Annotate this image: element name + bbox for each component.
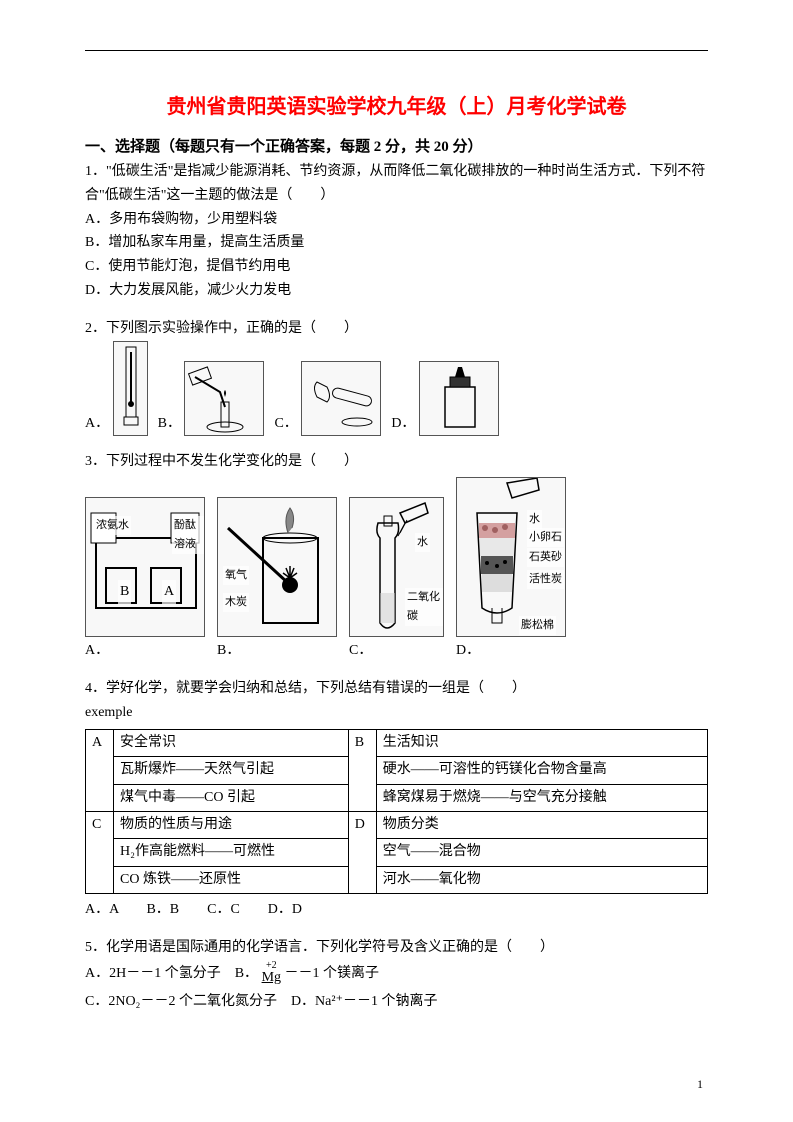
q3-image-c: 水 二氧化碳 [349, 497, 444, 637]
q2-b-label: B． [158, 416, 181, 431]
q2-a-label: A． [85, 416, 109, 431]
q4-cell-a-header: 安全常识 [114, 729, 349, 756]
q2-option-d: D． [391, 361, 499, 436]
q2-image-c [301, 361, 381, 436]
q3-option-c: C． [349, 639, 444, 663]
q5-line-cd: C．2NO₂－－2 个二氧化氮分子 D．Na²⁺－－1 个钠离子 [85, 988, 708, 1016]
q4-cell-c-line2: CO 炼铁——还原性 [114, 866, 349, 893]
q1-option-b: B．增加私家车用量，提高生活质量 [85, 231, 708, 255]
q3-option-a: A． [85, 639, 205, 663]
q1-stem: 1．"低碳生活"是指减少能源消耗、节约资源，从而降低二氧化碳排放的一种时尚生活方… [85, 160, 708, 208]
q3-a-label-a: A [162, 580, 176, 604]
q3-d-label-water: 水 [527, 510, 542, 529]
q4-cell-b-header: 生活知识 [376, 729, 707, 756]
q3-d-label-pebble: 小卵石 [527, 528, 564, 547]
question-5: 5．化学用语是国际通用的化学语言．下列化学符号及含义正确的是（ ） A．2H－－… [85, 936, 708, 1016]
q4-cell-c-line1: H₂作高能燃料——可燃性 [114, 839, 349, 866]
q3-image-b: 氧气 木炭 [217, 497, 337, 637]
question-1: 1．"低碳生活"是指减少能源消耗、节约资源，从而降低二氧化碳排放的一种时尚生活方… [85, 160, 708, 303]
q1-option-c: C．使用节能灯泡，提倡节约用电 [85, 255, 708, 279]
q4-cell-d-letter: D [348, 811, 376, 893]
q3-c-label-water: 水 [415, 533, 430, 552]
q5-line-ab: A．2H－－1 个氢分子 B． +2 Mg －－1 个镁离子 [85, 960, 708, 988]
q2-image-d [419, 361, 499, 436]
q3-c-label-co2: 二氧化碳 [405, 588, 443, 625]
q4-cell-d-header: 物质分类 [376, 811, 707, 838]
q2-option-c: C． [274, 361, 381, 436]
q2-d-label: D． [391, 416, 415, 431]
exam-title: 贵州省贵阳英语实验学校九年级（上）月考化学试卷 [85, 90, 708, 119]
q4-stem: 4．学好化学，就要学会归纳和总结，下列总结有错误的一组是（ ） [85, 677, 708, 701]
q3-a-label-phenol: 酚酞溶液 [172, 516, 204, 553]
section-1-header: 一、选择题（每题只有一个正确答案，每题 2 分，共 20 分） [85, 135, 708, 156]
q4-cell-b-letter: B [348, 729, 376, 811]
q5-option-b-suffix: －－1 个镁离子 [285, 966, 380, 981]
q5-stem: 5．化学用语是国际通用的化学语言．下列化学符号及含义正确的是（ ） [85, 936, 708, 960]
q3-image-a: 浓氨水 酚酞溶液 B A [85, 497, 205, 637]
q1-option-a: A．多用布袋购物，少用塑料袋 [85, 208, 708, 232]
q4-cell-a-letter: A [86, 729, 114, 811]
header-rule [85, 50, 708, 51]
q4-options: A．A B．B C．C D．D [85, 898, 708, 922]
q4-cell-c-header: 物质的性质与用途 [114, 811, 349, 838]
mg-ion-symbol: +2 Mg [262, 961, 281, 985]
q2-option-a: A． [85, 341, 148, 436]
q3-b-label-charcoal: 木炭 [223, 593, 249, 612]
q4-cell-c-letter: C [86, 811, 114, 893]
q3-option-b: B． [217, 639, 337, 663]
question-3: 3．下列过程中不发生化学变化的是（ ） 浓氨水 酚酞溶液 B A [85, 450, 708, 664]
q3-d-label-sand: 石英砂 [527, 548, 564, 567]
q3-image-d: 水 小卵石 石英砂 活性炭 膨松棉 [456, 477, 566, 637]
q1-option-d: D．大力发展风能，减少火力发电 [85, 279, 708, 303]
q4-cell-d-line1: 空气——混合物 [376, 839, 707, 866]
q4-cell-b-line2: 蜂窝煤易于燃烧——与空气充分接触 [376, 784, 707, 811]
q3-a-label-ammonia: 浓氨水 [94, 516, 131, 535]
q3-d-label-cotton: 膨松棉 [519, 616, 556, 635]
q4-cell-a-line2: 煤气中毒——CO 引起 [114, 784, 349, 811]
q2-option-b: B． [158, 361, 265, 436]
q2-image-b [184, 361, 264, 436]
q4-cell-a-line1: 瓦斯爆炸——天然气引起 [114, 757, 349, 784]
q4-table: A 安全常识 B 生活知识 瓦斯爆炸——天然气引起 硬水——可溶性的钙镁化合物含… [85, 729, 708, 894]
q4-cell-b-line1: 硬水——可溶性的钙镁化合物含量高 [376, 757, 707, 784]
question-2: 2．下列图示实验操作中，正确的是（ ） A． B． [85, 317, 708, 436]
mg-element: Mg [262, 971, 281, 985]
page-number: 1 [697, 1077, 703, 1092]
q3-option-d: D． [456, 639, 566, 663]
q2-c-label: C． [274, 416, 297, 431]
q2-stem: 2．下列图示实验操作中，正确的是（ ） [85, 317, 708, 341]
question-4: 4．学好化学，就要学会归纳和总结，下列总结有错误的一组是（ ） exemple … [85, 677, 708, 922]
q3-a-label-b: B [118, 580, 131, 604]
q5-option-a-prefix: A．2H－－1 个氢分子 B． [85, 966, 258, 981]
q3-stem: 3．下列过程中不发生化学变化的是（ ） [85, 450, 708, 474]
q3-d-label-carbon: 活性炭 [527, 570, 564, 589]
q4-cell-d-line2: 河水——氧化物 [376, 866, 707, 893]
q3-b-label-o2: 氧气 [223, 566, 249, 585]
q2-image-a [113, 341, 148, 436]
